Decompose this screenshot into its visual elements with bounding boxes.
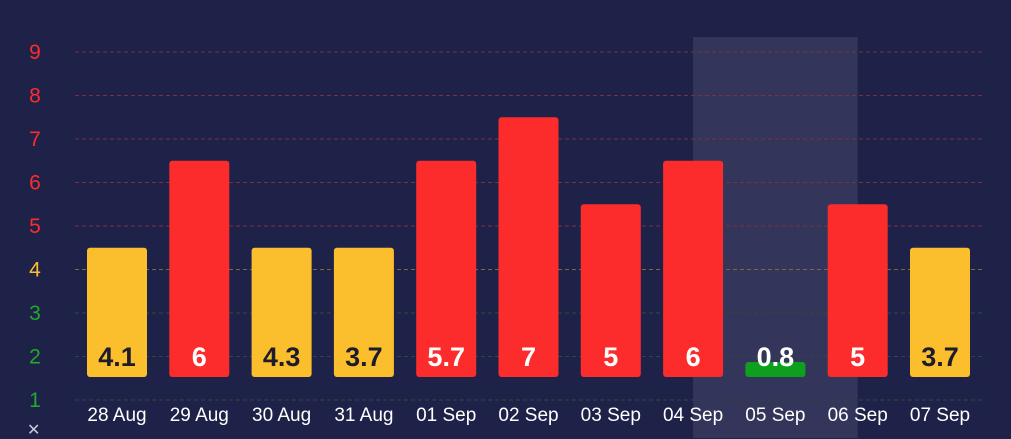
y-tick-label: 2 — [29, 346, 41, 369]
bar-value-label: 3.7 — [345, 342, 383, 372]
bar — [251, 247, 312, 377]
bar-value-label: 7 — [521, 342, 536, 372]
x-tick-label: 29 Aug — [170, 405, 229, 426]
x-tick-label: 03 Sep — [581, 405, 641, 426]
y-tick-label: 9 — [29, 41, 41, 64]
bar-value-label: 5.7 — [427, 342, 465, 372]
bar-value-label: 6 — [192, 342, 207, 372]
y-tick-label: 8 — [29, 85, 41, 108]
x-tick-label: 05 Sep — [745, 405, 805, 426]
x-tick-label: 02 Sep — [498, 405, 558, 426]
bar — [333, 247, 394, 377]
bar-value-label: 0.8 — [757, 342, 795, 372]
y-tick-label: 7 — [29, 128, 41, 151]
bar-value-label: 5 — [603, 342, 618, 372]
bar — [580, 204, 641, 377]
bar-value-label: 5 — [850, 342, 865, 372]
x-tick-label: 28 Aug — [87, 405, 146, 426]
close-icon[interactable]: ✕ — [27, 420, 41, 439]
bar — [87, 247, 147, 377]
bar — [498, 117, 559, 377]
bar-value-label: 4.3 — [263, 342, 301, 372]
x-tick-label: 06 Sep — [828, 405, 888, 426]
bar-value-label: 3.7 — [921, 342, 959, 372]
x-tick-label: 31 Aug — [334, 405, 393, 426]
x-tick-label: 01 Sep — [416, 405, 476, 426]
bar — [827, 204, 888, 377]
y-tick-label: 4 — [29, 259, 41, 282]
bar — [169, 160, 230, 377]
y-tick-label: 3 — [29, 302, 41, 325]
y-tick-label: 1 — [29, 389, 41, 412]
y-tick-label: 6 — [29, 172, 41, 195]
bar-value-label: 4.1 — [98, 342, 136, 372]
x-tick-label: 30 Aug — [252, 405, 311, 426]
x-tick-label: 07 Sep — [910, 405, 970, 426]
bar-value-label: 6 — [686, 342, 701, 372]
bar — [745, 362, 806, 377]
bar — [910, 247, 970, 377]
bar — [416, 160, 477, 377]
x-tick-label: 04 Sep — [663, 405, 723, 426]
y-tick-label: 5 — [29, 215, 41, 238]
bar — [663, 160, 724, 377]
